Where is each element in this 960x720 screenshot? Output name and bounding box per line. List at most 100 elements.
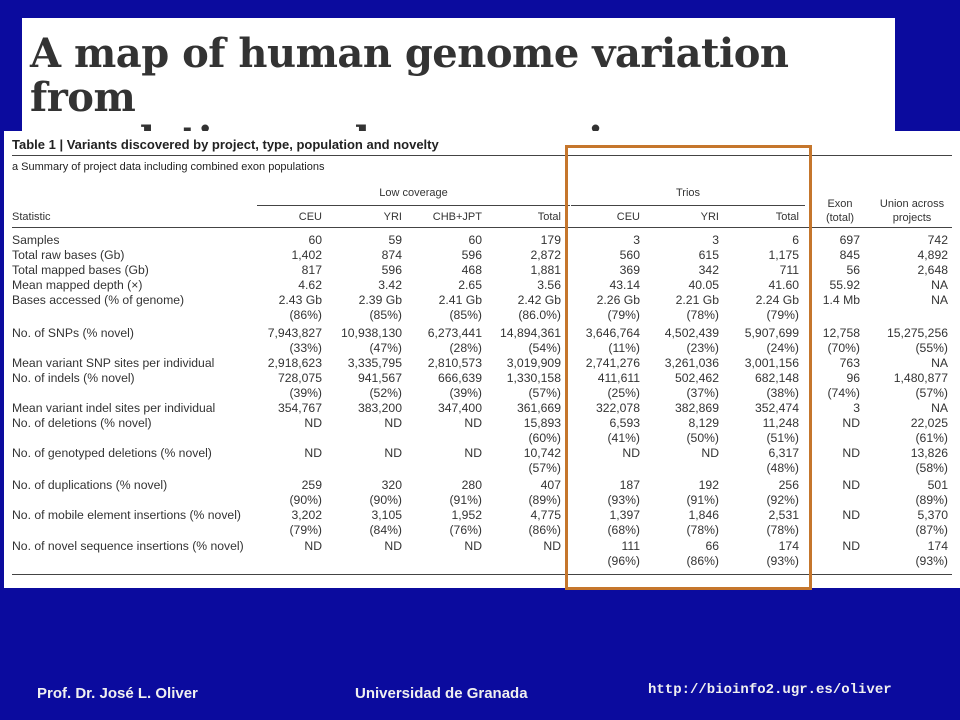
table-cell-percent: (86%) <box>686 554 719 568</box>
header-statistic: Statistic <box>12 211 51 223</box>
col-header-ceu-low: CEU <box>298 211 322 223</box>
table-cell: ND <box>384 446 402 460</box>
table-subtitle: a Summary of project data including comb… <box>12 161 325 173</box>
header-exon-2: (total) <box>825 212 855 224</box>
table-cell: 4,892 <box>917 248 949 262</box>
table-cell: NA <box>931 278 948 292</box>
table-cell: 2.24 Gb <box>755 293 799 307</box>
table-cell: 322,078 <box>595 401 640 415</box>
table-cell: 40.05 <box>688 278 720 292</box>
table-cell-percent: (85%) <box>449 308 482 322</box>
row-label: No. of genotyped deletions (% novel) <box>12 446 212 460</box>
table-cell: 3,019,909 <box>506 356 561 370</box>
trios-highlight-box <box>565 145 812 590</box>
row-label: Samples <box>12 233 60 247</box>
table-cell-percent: (86%) <box>289 308 322 322</box>
header-rule-bottom <box>12 227 952 228</box>
table-cell: 179 <box>540 233 561 247</box>
table-cell-percent: (54%) <box>528 341 561 355</box>
table-cell-percent: (79%) <box>607 308 640 322</box>
table-cell-percent: (93%) <box>915 554 948 568</box>
table-cell: 3,335,795 <box>347 356 402 370</box>
table-cell-percent: (86%) <box>528 523 561 537</box>
table-cell-percent: (57%) <box>528 461 561 475</box>
table-cell: 59 <box>388 233 402 247</box>
table-cell: 596 <box>381 263 402 277</box>
slide-title-box: A map of human genome variation from pop… <box>22 18 895 164</box>
table-cell: 8,129 <box>688 416 720 430</box>
row-label: Mean variant SNP sites per individual <box>12 356 215 370</box>
table-cell-percent: (89%) <box>915 493 948 507</box>
footer-url[interactable]: http://bioinfo2.ugr.es/oliver <box>648 682 892 698</box>
header-trios-rule <box>571 205 805 206</box>
table-cell: 6,317 <box>768 446 800 460</box>
table-cell-percent: (11%) <box>608 341 640 355</box>
table-figure: Table 1 | Variants discovered by project… <box>4 131 960 588</box>
header-union-1: Union across <box>879 198 945 210</box>
table-cell: 43.14 <box>609 278 641 292</box>
table-cell: 354,767 <box>277 401 322 415</box>
table-cell-percent: (52%) <box>369 386 402 400</box>
table-cell-percent: (41%) <box>607 431 640 445</box>
table-cell-percent: (96%) <box>607 554 640 568</box>
table-cell: 3,105 <box>371 508 403 522</box>
row-label: Total raw bases (Gb) <box>12 248 125 262</box>
table-cell: 501 <box>927 478 948 492</box>
table-cell: 697 <box>839 233 860 247</box>
table-cell: 2.65 <box>458 278 482 292</box>
table-cell: 2.21 Gb <box>675 293 719 307</box>
table-cell: 96 <box>846 371 860 385</box>
table-cell: 6,273,441 <box>427 326 482 340</box>
table-cell: 2,741,276 <box>585 356 640 370</box>
table-title: Table 1 | Variants discovered by project… <box>12 137 439 152</box>
table-cell: 2,531 <box>768 508 800 522</box>
table-cell-percent: (79%) <box>766 308 799 322</box>
table-cell: 4,502,439 <box>664 326 719 340</box>
table-cell: 596 <box>461 248 482 262</box>
row-label: Mean variant indel sites per individual <box>12 401 216 415</box>
table-cell: 22,025 <box>910 416 948 430</box>
table-cell: 502,462 <box>674 371 719 385</box>
table-cell: ND <box>622 446 640 460</box>
table-cell-percent: (86.0%) <box>518 308 561 322</box>
table-cell: ND <box>464 446 482 460</box>
col-header-yri-trios: YRI <box>700 211 719 223</box>
table-cell: 711 <box>779 263 799 277</box>
table-cell: 615 <box>698 248 719 262</box>
table-cell: 66 <box>705 539 719 553</box>
footer-author: Prof. Dr. José L. Oliver <box>37 685 198 702</box>
table-cell: 6 <box>792 233 799 247</box>
table-cell-percent: (28%) <box>449 341 482 355</box>
table-cell-percent: (78%) <box>686 523 719 537</box>
table-cell: 1,397 <box>609 508 641 522</box>
table-cell: 1,952 <box>451 508 483 522</box>
table-cell: ND <box>304 539 322 553</box>
table-cell: 3,261,036 <box>664 356 719 370</box>
table-cell: 3,001,156 <box>744 356 799 370</box>
table-cell: 55.92 <box>829 278 861 292</box>
table-cell: 3 <box>712 233 719 247</box>
table-cell: 407 <box>540 478 561 492</box>
table-cell-percent: (55%) <box>915 341 948 355</box>
table-cell-percent: (51%) <box>766 431 799 445</box>
col-header-total-low: Total <box>537 211 561 223</box>
table-cell: 187 <box>619 478 640 492</box>
table-cell: 15,275,256 <box>887 326 948 340</box>
table-cell: 1,881 <box>530 263 562 277</box>
table-cell: 3.56 <box>537 278 561 292</box>
table-cell-percent: (78%) <box>766 523 799 537</box>
table-cell-percent: (74%) <box>827 386 860 400</box>
header-trios: Trios <box>675 187 701 199</box>
table-cell: 728,075 <box>277 371 322 385</box>
col-header-chbjpt-low: CHB+JPT <box>432 211 482 223</box>
table-cell: ND <box>304 446 322 460</box>
row-label: Total mapped bases (Gb) <box>12 263 149 277</box>
table-cell: 2,872 <box>530 248 562 262</box>
table-cell: ND <box>842 539 860 553</box>
table-cell-percent: (57%) <box>528 386 561 400</box>
table-cell: 3 <box>853 401 860 415</box>
table-rule-top <box>12 155 952 156</box>
table-cell: 742 <box>927 233 948 247</box>
table-cell: 5,370 <box>917 508 949 522</box>
table-cell-percent: (24%) <box>766 341 799 355</box>
